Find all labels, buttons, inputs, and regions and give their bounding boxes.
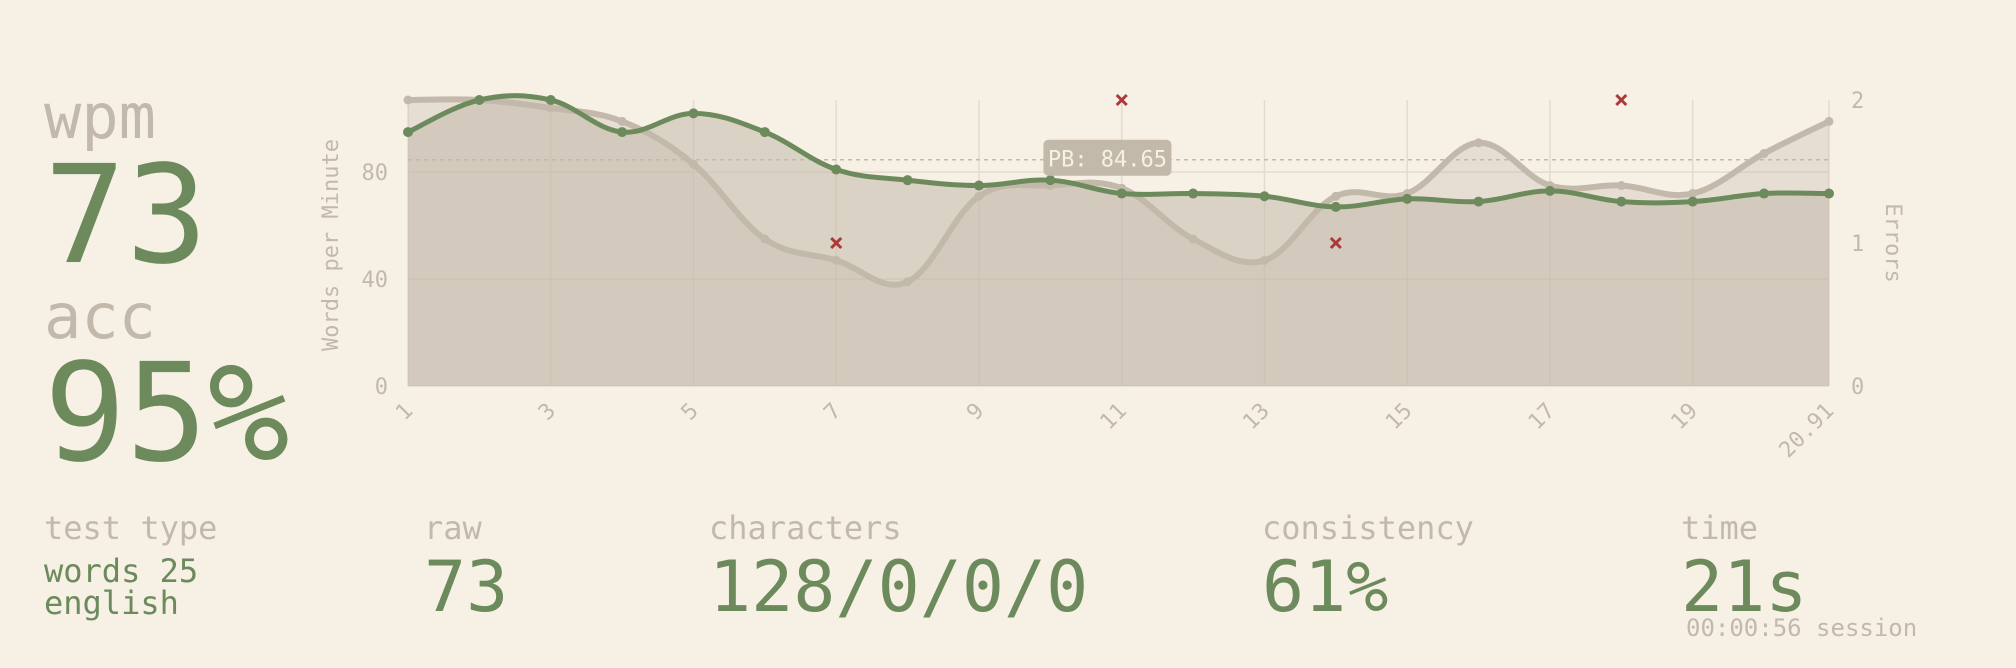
test-type-label: test type <box>44 509 218 547</box>
x-tick-label: 3 <box>534 399 561 426</box>
raw-point <box>903 277 913 287</box>
wpm-point <box>1330 201 1341 212</box>
wpm-point <box>1188 188 1199 199</box>
y2-tick-label: 0 <box>1851 375 1864 400</box>
wpm-point <box>1687 196 1698 207</box>
wpm-point <box>545 95 556 105</box>
characters-value: 128/0/0/0 <box>709 546 1089 628</box>
test-type-line1: words 25 <box>44 552 199 590</box>
test-type-line2: english <box>44 584 179 622</box>
y-tick-label: 40 <box>362 268 389 293</box>
x-tick-label: 17 <box>1524 399 1560 435</box>
raw-point <box>974 191 984 201</box>
pb-badge: PB: 84.65 <box>1043 139 1172 176</box>
consistency-value: 61% <box>1262 546 1389 628</box>
wpm-point <box>1259 191 1270 202</box>
raw-point <box>1331 191 1341 201</box>
y-tick-label: 0 <box>375 375 388 400</box>
x-tick-label: 9 <box>962 399 989 426</box>
x-tick-label: 15 <box>1381 399 1417 435</box>
raw-point <box>546 103 556 113</box>
raw-point <box>1474 138 1484 148</box>
raw-point <box>760 234 770 244</box>
wpm-point <box>1045 175 1056 186</box>
characters-label: characters <box>709 509 902 547</box>
pb-label: PB: 84.65 <box>1048 148 1167 173</box>
wpm-point <box>1116 188 1127 199</box>
x-tick-label: 13 <box>1238 399 1274 435</box>
raw-point <box>1759 148 1769 158</box>
raw-point <box>1824 116 1834 126</box>
wpm-point <box>474 95 485 105</box>
x-tick-label: 20.91 <box>1775 399 1840 464</box>
wpm-point <box>688 108 699 119</box>
wpm-point <box>902 175 913 186</box>
wpm-point <box>403 127 413 138</box>
x-tick-label: 7 <box>819 399 846 426</box>
wpm-point <box>1824 188 1834 199</box>
x-tick-label: 19 <box>1667 399 1703 435</box>
wpm-point <box>759 127 770 138</box>
y2-tick-label: 2 <box>1851 89 1864 114</box>
raw-point <box>688 159 698 169</box>
wpm-value: 73 <box>44 137 208 295</box>
acc-value: 95% <box>44 335 290 493</box>
session-time[interactable]: 00:00:56 session <box>1686 614 1918 642</box>
wpm-point <box>617 127 628 138</box>
raw-label: raw <box>424 509 482 547</box>
y-axis-title: Words per Minute <box>319 139 344 351</box>
x-tick-label: 5 <box>677 399 704 426</box>
raw-point <box>1259 255 1269 265</box>
wpm-point <box>1544 185 1555 196</box>
raw-point <box>831 255 841 265</box>
raw-point <box>1616 181 1626 191</box>
wpm-area <box>408 95 1829 386</box>
y-tick-label: 80 <box>362 161 389 186</box>
y2-tick-label: 1 <box>1851 232 1864 257</box>
wpm-label: wpm <box>44 80 156 153</box>
wpm-point <box>831 164 842 175</box>
wpm-point <box>1473 196 1484 207</box>
x-tick-label: 11 <box>1096 399 1132 435</box>
error-marker <box>1115 93 1128 107</box>
time-value: 21s <box>1681 546 1808 628</box>
acc-label: acc <box>44 280 156 353</box>
raw-value: 73 <box>424 546 509 628</box>
raw-point <box>403 95 413 105</box>
wpm-point <box>1759 188 1770 199</box>
raw-point <box>1188 234 1198 244</box>
wpm-point <box>1616 196 1627 207</box>
raw-point <box>617 116 627 126</box>
wpm-point <box>973 180 984 191</box>
y2-axis-title: Errors <box>1880 203 1905 282</box>
wpm-point <box>1402 193 1413 204</box>
error-marker <box>1329 236 1342 250</box>
x-tick-label: 1 <box>391 399 418 426</box>
raw-point <box>1688 189 1698 199</box>
time-label: time <box>1681 509 1759 547</box>
consistency-label: consistency <box>1262 509 1474 547</box>
error-marker <box>830 236 843 250</box>
error-marker <box>1615 93 1628 107</box>
